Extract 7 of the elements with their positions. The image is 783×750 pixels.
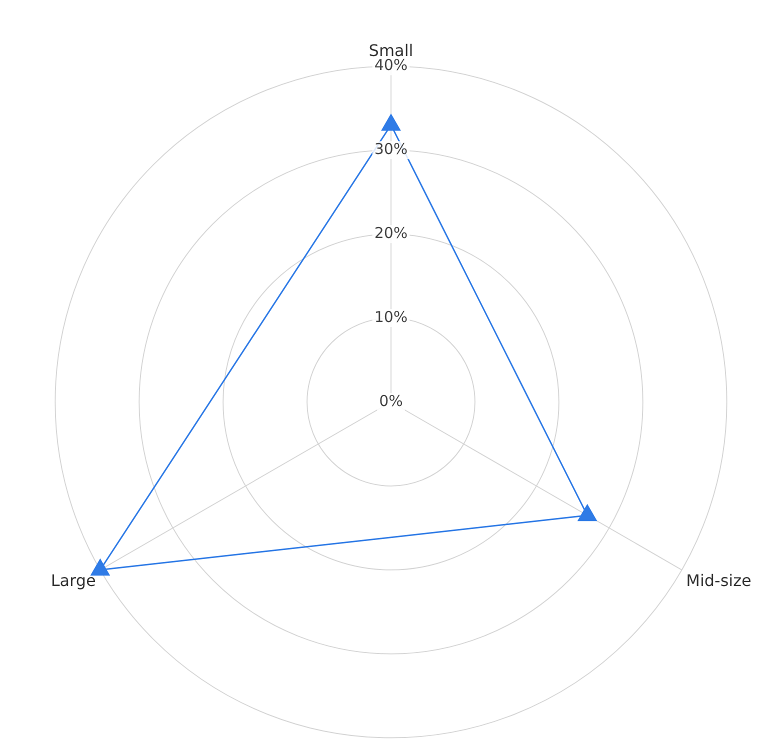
y-tick-label: 10% xyxy=(374,308,408,326)
y-tick-label: 30% xyxy=(374,140,408,158)
spoke-label: Mid-size xyxy=(686,571,752,590)
y-tick-label: 40% xyxy=(374,56,408,74)
y-tick-label: 20% xyxy=(374,224,408,242)
spoke-label: Large xyxy=(50,571,96,590)
y-tick-label: 0% xyxy=(379,392,403,410)
